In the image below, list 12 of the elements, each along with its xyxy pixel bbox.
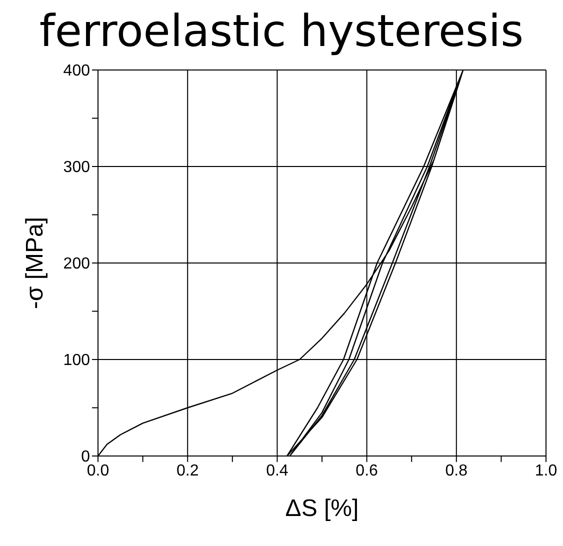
x-tick-label: 1.0 <box>534 462 558 480</box>
x-tick-label: 0.8 <box>445 462 468 480</box>
y-tick-label: 200 <box>63 256 90 273</box>
y-axis-title: -σ [MPa] <box>22 216 49 310</box>
x-tick-label: 0.2 <box>176 462 199 480</box>
x-tick-label: 0.4 <box>266 462 288 480</box>
chart-title: ferroelastic hysteresis <box>38 6 525 57</box>
x-tick-label: 0.6 <box>356 462 378 480</box>
y-tick-label: 300 <box>63 159 90 176</box>
x-axis-title: ΔS [%] <box>285 495 359 522</box>
y-tick-label: 400 <box>63 62 90 80</box>
y-tick-label: 100 <box>63 352 90 370</box>
